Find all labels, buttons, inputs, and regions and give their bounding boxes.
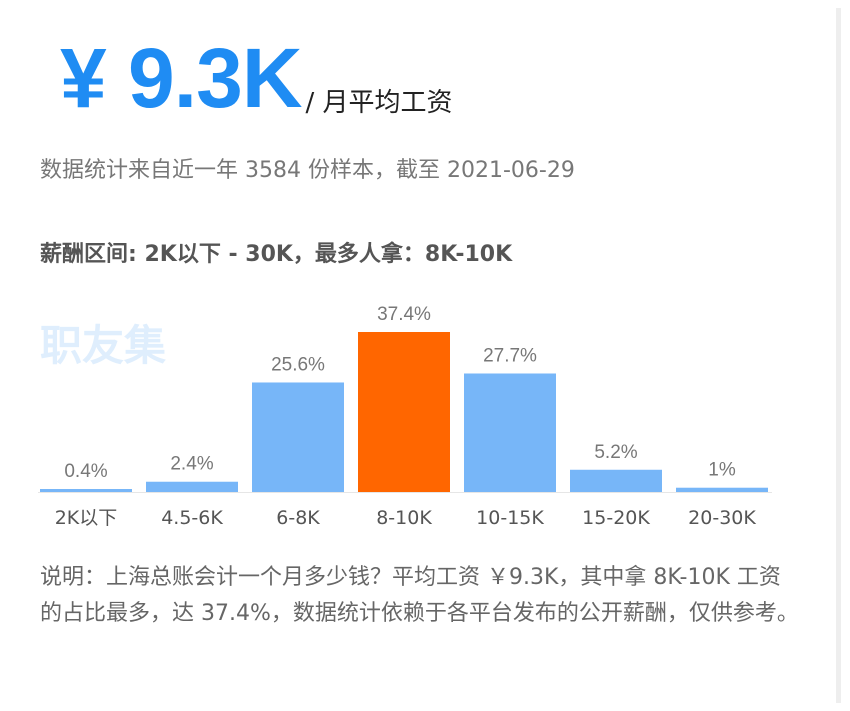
salary-range-text: 薪酬区间: 2K以下 - 30K，最多人拿：8K-10K [40,242,513,267]
category-label-6: 20-30K [688,507,756,529]
right-divider [836,8,841,703]
salary-unit-label: / 月平均工资 [305,88,453,118]
bar-value-label-1: 2.4% [170,454,213,475]
bar-value-label-5: 5.2% [594,442,637,463]
bar-1 [146,481,238,492]
bar-3 [358,332,450,492]
bar-6 [676,487,768,492]
salary-distribution-chart: 0.4% 2K以下 2.4% 4.5-6K 25.6% 6-8K 37.4% 8-10K 27.… [38,304,772,529]
watermark-logo: 职友集 [40,321,167,370]
bar-value-label-6: 1% [708,460,736,481]
bar-2 [252,382,344,492]
sample-subtitle: 数据统计来自近一年 3584 份样本，截至 2021-06-29 [40,158,575,183]
bar-value-label-0: 0.4% [64,461,107,482]
bar-5 [570,469,662,492]
explanation-note: 说明：上海总账会计一个月多少钱？平均工资 ￥9.3K，其中拿 8K-10K 工资… [40,565,799,626]
salary-header: ¥ 9.3K / 月平均工资 [60,28,453,128]
category-label-4: 10-15K [476,507,544,529]
average-salary-value: ¥ 9.3K [60,31,302,125]
category-label-5: 15-20K [582,507,650,529]
category-label-1: 4.5-6K [161,507,223,529]
bar-0 [40,489,132,492]
bar-value-label-2: 25.6% [271,354,325,375]
category-label-0: 2K以下 [55,507,118,529]
bar-value-label-4: 27.7% [483,345,537,366]
category-label-3: 8-10K [376,507,432,529]
bar-value-label-3: 37.4% [377,304,431,325]
bar-4 [464,373,556,492]
category-label-2: 6-8K [276,507,320,529]
